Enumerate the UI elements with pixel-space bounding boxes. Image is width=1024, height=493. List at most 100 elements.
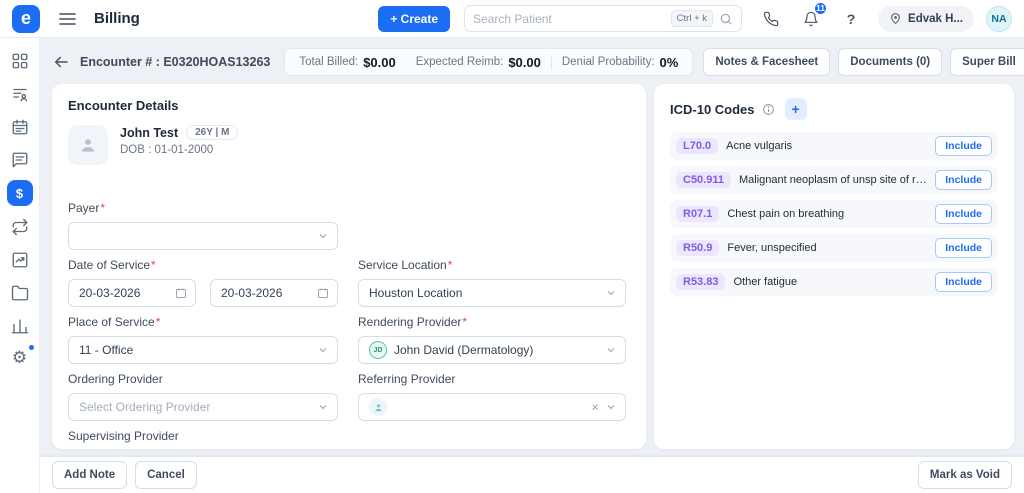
sidebar-item-analytics[interactable] xyxy=(7,313,33,338)
calendar-icon xyxy=(317,287,329,299)
chevron-down-icon xyxy=(317,344,329,356)
date-of-service-to-input[interactable]: 20-03-2026 xyxy=(210,279,338,307)
gear-icon: ⚙ xyxy=(11,348,28,368)
place-of-service-label: Place of Service* xyxy=(68,315,161,329)
footer-action-bar: Add Note Cancel Mark as Void xyxy=(40,457,1024,493)
chevron-down-icon xyxy=(317,401,329,413)
notifications-bell-icon[interactable]: 11 xyxy=(798,0,829,32)
icd-code-row: R07.1 Chest pain on breathing Include xyxy=(670,200,998,228)
icd10-codes-title: ICD-10 Codes xyxy=(670,101,755,117)
phone-icon[interactable] xyxy=(758,6,784,32)
icd-code-row: R53.83 Other fatigue Include xyxy=(670,268,998,296)
add-note-button[interactable]: Add Note xyxy=(52,461,128,489)
icd-code-badge: R53.83 xyxy=(676,274,726,290)
patient-avatar xyxy=(68,125,108,165)
sidebar-item-settings[interactable]: ⚙ xyxy=(7,345,34,371)
service-location-select[interactable]: Houston Location xyxy=(358,279,626,307)
referring-provider-label: Referring Provider xyxy=(358,372,456,386)
settings-notification-dot xyxy=(28,345,34,350)
top-navbar: e Billing + Create Ctrl + k 11 ? Edvak H… xyxy=(0,0,1024,38)
referring-provider-select[interactable]: × xyxy=(358,393,626,421)
icd-code-description: Malignant neoplasm of unsp site of right… xyxy=(738,174,927,186)
date-of-service-from-input[interactable]: 20-03-2026 xyxy=(68,279,196,307)
chevron-down-icon xyxy=(605,401,617,413)
search-patient-box[interactable]: Ctrl + k xyxy=(464,5,743,32)
menu-icon[interactable] xyxy=(56,8,78,30)
app-logo[interactable]: e xyxy=(12,4,40,33)
super-bill-button[interactable]: Super Bill xyxy=(950,48,1024,76)
patient-dob: DOB : 01-01-2000 xyxy=(120,144,214,156)
location-pin-icon xyxy=(889,12,902,25)
calendar-icon xyxy=(175,287,187,299)
ordering-provider-label: Ordering Provider xyxy=(68,372,163,386)
icd-code-badge: R07.1 xyxy=(676,206,720,222)
include-button[interactable]: Include xyxy=(935,204,992,224)
icd-code-row: R50.9 Fever, unspecified Include xyxy=(670,234,998,262)
service-location-label: Service Location* xyxy=(358,258,453,272)
notification-count-badge: 11 xyxy=(813,0,829,16)
chevron-down-icon xyxy=(317,230,329,242)
chevron-down-icon xyxy=(605,344,617,356)
icd-code-description: Other fatigue xyxy=(733,276,798,288)
create-button[interactable]: + Create xyxy=(378,5,451,32)
search-patient-input[interactable] xyxy=(473,11,671,26)
documents-button[interactable]: Documents (0) xyxy=(838,48,943,76)
place-of-service-select[interactable]: 11 - Office xyxy=(68,336,338,364)
chevron-down-icon xyxy=(605,287,617,299)
include-button[interactable]: Include xyxy=(935,136,992,156)
icd-code-badge: R50.9 xyxy=(676,240,720,256)
sidebar-item-dashboard[interactable] xyxy=(7,48,33,73)
main-content: Encounter # : E0320HOAS13263 Total Bille… xyxy=(40,38,1024,493)
patient-name: John Test xyxy=(120,125,179,140)
sidebar-item-billing[interactable]: $ xyxy=(6,180,33,206)
provider-initials-avatar: JD xyxy=(369,341,387,359)
location-label: Edvak H... xyxy=(908,12,963,25)
patient-summary: John Test 26Y | M DOB : 01-01-2000 xyxy=(68,125,630,165)
sidebar-item-documents-folder[interactable] xyxy=(7,280,33,305)
location-selector[interactable]: Edvak H... xyxy=(878,5,974,32)
encounter-details-panel: Encounter Details John Test 26Y | M DOB … xyxy=(52,84,646,449)
info-icon[interactable] xyxy=(762,103,775,116)
rendering-provider-label: Rendering Provider* xyxy=(358,315,468,329)
icd-code-description: Chest pain on breathing xyxy=(727,208,845,220)
sidebar-item-calendar[interactable] xyxy=(7,114,33,139)
sidebar-item-reports-trend[interactable] xyxy=(7,247,33,272)
left-sidebar: $ ⚙ xyxy=(0,38,40,493)
notes-facesheet-button[interactable]: Notes & Facesheet xyxy=(703,48,831,76)
back-arrow-icon[interactable] xyxy=(52,51,70,73)
rendering-provider-select[interactable]: JD John David (Dermatology) xyxy=(358,336,626,364)
stat-label: Total Billed: xyxy=(299,56,359,68)
date-of-service-label: Date of Service* xyxy=(68,258,156,272)
stat-label: Denial Probability: xyxy=(561,56,655,68)
icd-code-description: Fever, unspecified xyxy=(727,242,817,254)
add-icd-code-button[interactable]: + xyxy=(784,98,807,120)
patient-age-sex-badge: 26Y | M xyxy=(186,125,239,140)
include-button[interactable]: Include xyxy=(935,238,992,258)
encounter-header: Encounter # : E0320HOAS13263 Total Bille… xyxy=(52,48,1024,76)
stat-value: 0% xyxy=(659,54,679,70)
stat-item: Denial Probability: 0% xyxy=(550,54,688,70)
ordering-provider-select[interactable]: Select Ordering Provider xyxy=(68,393,338,421)
stat-label: Expected Reimb: xyxy=(415,56,504,68)
user-avatar[interactable]: NA xyxy=(986,5,1012,32)
sidebar-item-patient-list[interactable] xyxy=(7,81,33,106)
include-button[interactable]: Include xyxy=(935,170,992,190)
search-shortcut-badge: Ctrl + k xyxy=(670,10,714,27)
icd-code-list: L70.0 Acne vulgaris Include C50.911 Mali… xyxy=(670,132,998,296)
clear-selection-icon[interactable]: × xyxy=(591,399,599,415)
icd-code-row: C50.911 Malignant neoplasm of unsp site … xyxy=(670,166,998,194)
payer-label: Payer* xyxy=(68,201,106,215)
icd-code-badge: C50.911 xyxy=(676,172,731,188)
icd-code-row: L70.0 Acne vulgaris Include xyxy=(670,132,998,160)
stat-value: $0.00 xyxy=(363,54,396,70)
stat-item: Expected Reimb: $0.00 xyxy=(406,55,551,70)
cancel-button[interactable]: Cancel xyxy=(135,461,197,489)
sidebar-item-messages[interactable] xyxy=(7,147,33,172)
payer-select[interactable] xyxy=(68,222,338,250)
icd-code-badge: L70.0 xyxy=(676,138,719,154)
mark-as-void-button[interactable]: Mark as Void xyxy=(917,461,1012,489)
include-button[interactable]: Include xyxy=(935,272,992,292)
sidebar-item-claims-cycle[interactable] xyxy=(7,214,33,239)
icd-code-description: Acne vulgaris xyxy=(726,140,793,152)
help-icon[interactable]: ? xyxy=(846,10,856,27)
